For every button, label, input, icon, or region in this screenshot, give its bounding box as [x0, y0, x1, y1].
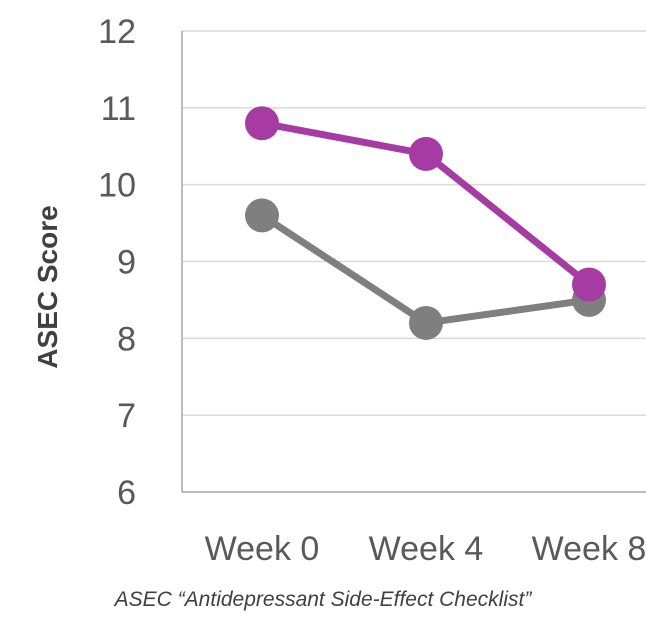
- y-axis-title: ASEC Score: [32, 205, 63, 368]
- y-tick-label: 9: [117, 244, 136, 282]
- line-chart: 6 7 8 9 10 11 12 Week 0 Week 4 Week 8 ASEC Score: [32, 13, 646, 568]
- y-tick-label: 12: [98, 13, 136, 51]
- x-tick-label: Week 0: [205, 530, 320, 568]
- x-tick-labels: Week 0 Week 4 Week 8: [205, 530, 646, 568]
- y-tick-label: 7: [117, 397, 136, 435]
- x-tick-label: Week 4: [369, 530, 484, 568]
- y-tick-label: 6: [117, 474, 136, 512]
- chart-caption: ASEC “Antidepressant Side-Effect Checkli…: [114, 588, 532, 611]
- y-tick-label: 11: [101, 90, 136, 128]
- x-tick-label: Week 8: [532, 530, 646, 568]
- y-tick-labels: 6 7 8 9 10 11 12: [98, 13, 136, 512]
- series-1: [245, 198, 606, 340]
- y-tick-label: 8: [117, 320, 136, 358]
- data-point: [245, 106, 279, 141]
- data-point: [245, 198, 279, 233]
- y-tick-label: 10: [98, 167, 136, 205]
- series-0: [245, 106, 606, 302]
- axes: [181, 31, 646, 493]
- data-point: [572, 267, 606, 302]
- data-point: [409, 136, 443, 171]
- series-lines: [245, 106, 606, 340]
- data-point: [409, 305, 443, 340]
